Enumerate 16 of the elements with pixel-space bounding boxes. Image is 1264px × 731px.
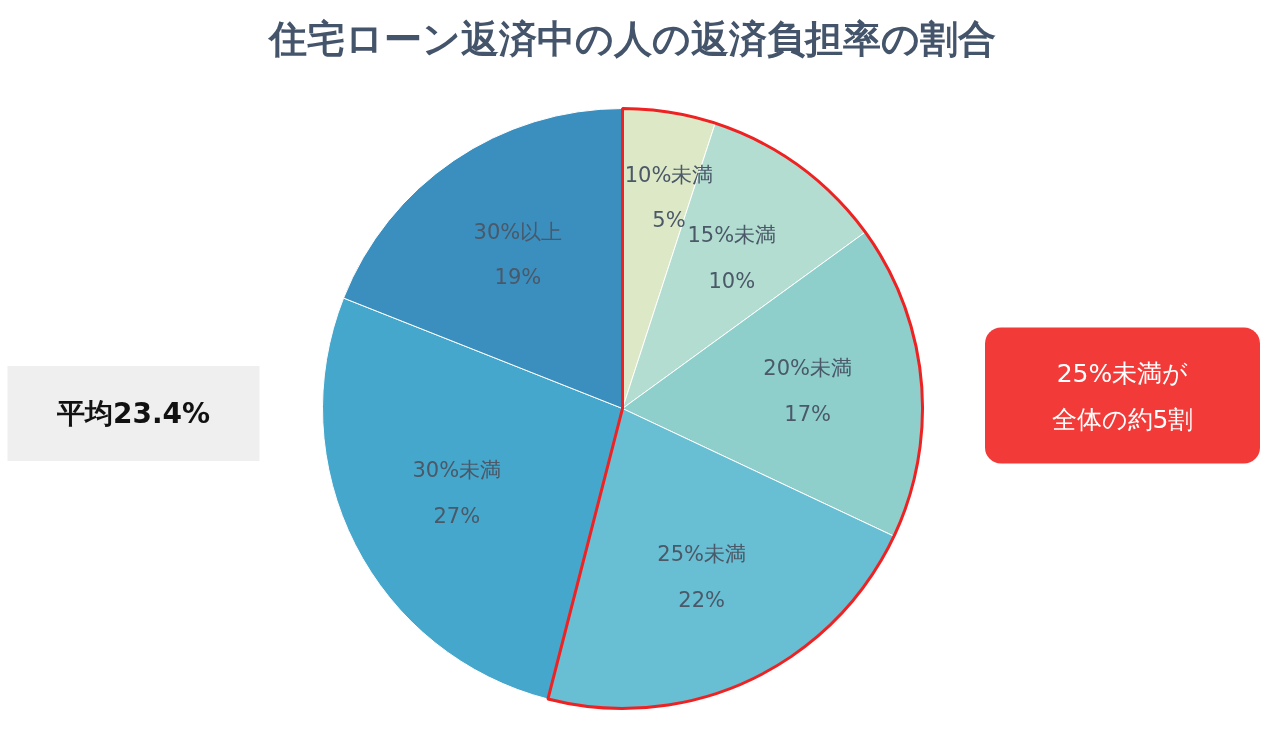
data-label: 27% [433, 503, 481, 528]
slice-label: 20%未満 [763, 356, 853, 381]
slice-label: 30%未満 [412, 458, 502, 483]
slice-label: 10%未満 [624, 162, 714, 187]
slice-label: 30%以上 [473, 219, 563, 244]
slice-label: 15%未満 [687, 223, 777, 248]
text: 全体の約5割 [1051, 405, 1194, 434]
data-label: 5% [652, 208, 686, 233]
data-label: 10% [708, 268, 756, 293]
text: 平均23.4% [55, 397, 211, 430]
text: 25%未満が [1056, 359, 1189, 388]
data-label: 17% [784, 401, 832, 426]
slice-label: 25%未満 [657, 542, 747, 566]
data-label: 22% [678, 587, 726, 612]
data-label: 19% [494, 265, 542, 290]
chart-title: 住宅ローン返済中の人の返済負担率の割合 [267, 16, 996, 61]
